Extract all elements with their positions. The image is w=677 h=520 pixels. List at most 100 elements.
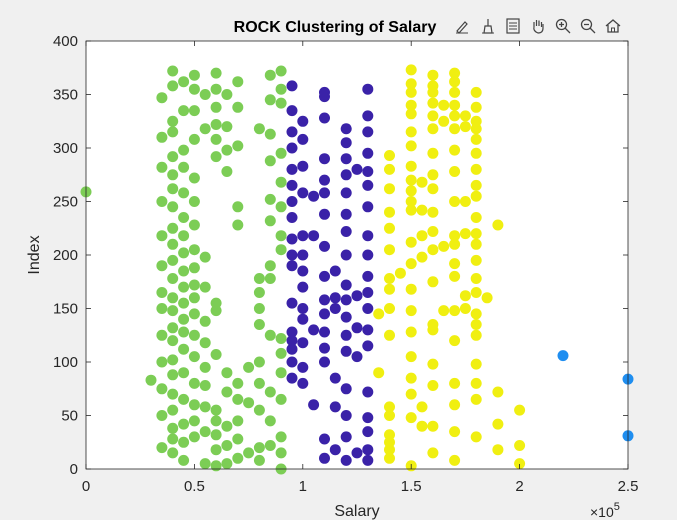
data-point-c1-15	[167, 447, 179, 459]
data-point-c3-74	[449, 335, 461, 347]
legend-icon[interactable]	[502, 15, 524, 37]
data-point-c1-112	[232, 393, 244, 405]
data-point-c1-34	[167, 126, 179, 138]
data-point-c3-26	[405, 283, 417, 295]
data-point-c3-37	[405, 99, 417, 111]
data-point-c3-49	[427, 380, 439, 391]
data-point-c3-58	[427, 169, 439, 181]
data-point-c2-51	[329, 401, 341, 413]
data-point-c2-64	[340, 279, 352, 291]
data-point-c1-61	[188, 351, 200, 363]
y-tick-label: 200	[53, 247, 78, 264]
data-point-c1-21	[167, 354, 179, 366]
data-point-c3-11	[384, 273, 395, 284]
data-point-c1-55	[178, 105, 190, 117]
data-point-c2-2	[286, 343, 298, 355]
data-point-c1-118	[232, 76, 244, 88]
data-point-c1-31	[167, 183, 179, 195]
data-point-c2-69	[340, 169, 352, 181]
data-point-c2-95	[362, 110, 374, 122]
data-point-c1-75	[199, 458, 211, 470]
data-point-c1-74	[188, 69, 200, 81]
data-point-c2-9	[286, 212, 298, 223]
data-point-c1-152	[275, 230, 287, 242]
data-point-c1-44	[178, 326, 190, 338]
data-point-c1-147	[275, 393, 287, 405]
zoom-in-icon[interactable]	[552, 15, 574, 37]
data-point-c1-81	[199, 315, 211, 327]
data-point-c3-54	[427, 244, 439, 256]
data-point-c3-69	[438, 99, 450, 111]
data-point-c3-24	[405, 326, 417, 338]
data-point-c3-65	[427, 69, 439, 81]
data-point-c1-32	[167, 169, 179, 181]
data-point-c1-53	[178, 161, 190, 173]
home-icon[interactable]	[602, 15, 624, 37]
data-point-c2-27	[297, 160, 309, 172]
data-point-c1-71	[188, 133, 200, 145]
data-point-c3-95	[470, 431, 482, 443]
pan-hand-icon[interactable]	[527, 15, 549, 37]
data-point-c1-22	[167, 335, 179, 347]
data-point-c3-86	[449, 86, 461, 98]
data-point-c1-99	[210, 67, 222, 79]
y-tick-label: 150	[53, 301, 78, 318]
data-point-c2-85	[362, 303, 374, 314]
data-point-c1-40	[178, 418, 190, 430]
data-point-c1-91	[210, 349, 222, 360]
chart-title: ROCK Clustering of Salary	[234, 19, 437, 36]
data-point-c1-128	[253, 303, 265, 314]
ticks-layer: 0 0.5 1 1.5 2 2.5 0 50 100 150 200 250 300 350 400	[53, 33, 638, 495]
data-point-c3-28	[405, 236, 417, 248]
data-point-c1-49	[178, 247, 190, 259]
data-point-c3-81	[449, 166, 461, 177]
data-point-c1-146	[275, 431, 287, 443]
data-point-c1-77	[199, 401, 211, 413]
data-point-c2-45	[319, 174, 330, 186]
data-point-c1-126	[253, 356, 265, 368]
data-point-c2-72	[340, 123, 352, 135]
data-point-c2-74	[351, 351, 363, 363]
data-point-c3-45	[416, 204, 428, 216]
data-cursor-icon[interactable]	[477, 15, 499, 37]
data-point-c3-61	[427, 110, 439, 122]
data-point-c3-85	[449, 99, 461, 111]
data-point-c1-140	[264, 155, 276, 167]
data-point-c2-44	[319, 187, 330, 199]
data-point-c3-56	[427, 206, 439, 218]
data-point-c3-73	[449, 377, 461, 389]
data-point-c1-52	[178, 187, 190, 199]
data-point-c3-62	[427, 97, 439, 109]
data-point-c1-116	[232, 140, 244, 152]
data-point-c1-137	[264, 260, 276, 272]
data-point-c3-78	[449, 238, 461, 250]
edit-brush-icon[interactable]	[452, 15, 474, 37]
data-point-c3-38	[405, 86, 417, 98]
data-point-c3-18	[394, 267, 406, 279]
data-point-c3-35	[405, 126, 417, 138]
data-point-c3-77	[449, 258, 461, 270]
data-point-c3-123	[514, 440, 526, 451]
data-point-c2-49	[319, 86, 330, 98]
data-point-c1-150	[275, 333, 287, 344]
data-point-c1-65	[188, 279, 200, 291]
data-point-c2-76	[351, 290, 363, 302]
data-point-c1-17	[167, 422, 179, 434]
data-point-c2-20	[297, 313, 309, 325]
data-point-c3-111	[470, 147, 482, 159]
data-point-c2-86	[362, 287, 374, 298]
data-point-c1-129	[253, 287, 265, 298]
data-point-c1-94	[210, 151, 222, 163]
data-point-c3-100	[470, 319, 482, 330]
zoom-out-icon[interactable]	[577, 15, 599, 37]
data-point-c1-136	[264, 273, 276, 284]
data-point-c2-46	[319, 153, 330, 165]
data-point-c1-4	[156, 383, 168, 395]
data-point-c1-157	[275, 83, 287, 95]
data-point-c3-27	[405, 258, 417, 270]
data-point-c2-65	[340, 249, 352, 261]
data-point-c1-8	[156, 287, 168, 298]
data-point-c1-100	[221, 458, 233, 470]
data-point-c2-78	[362, 454, 374, 466]
data-point-c1-149	[275, 347, 287, 359]
